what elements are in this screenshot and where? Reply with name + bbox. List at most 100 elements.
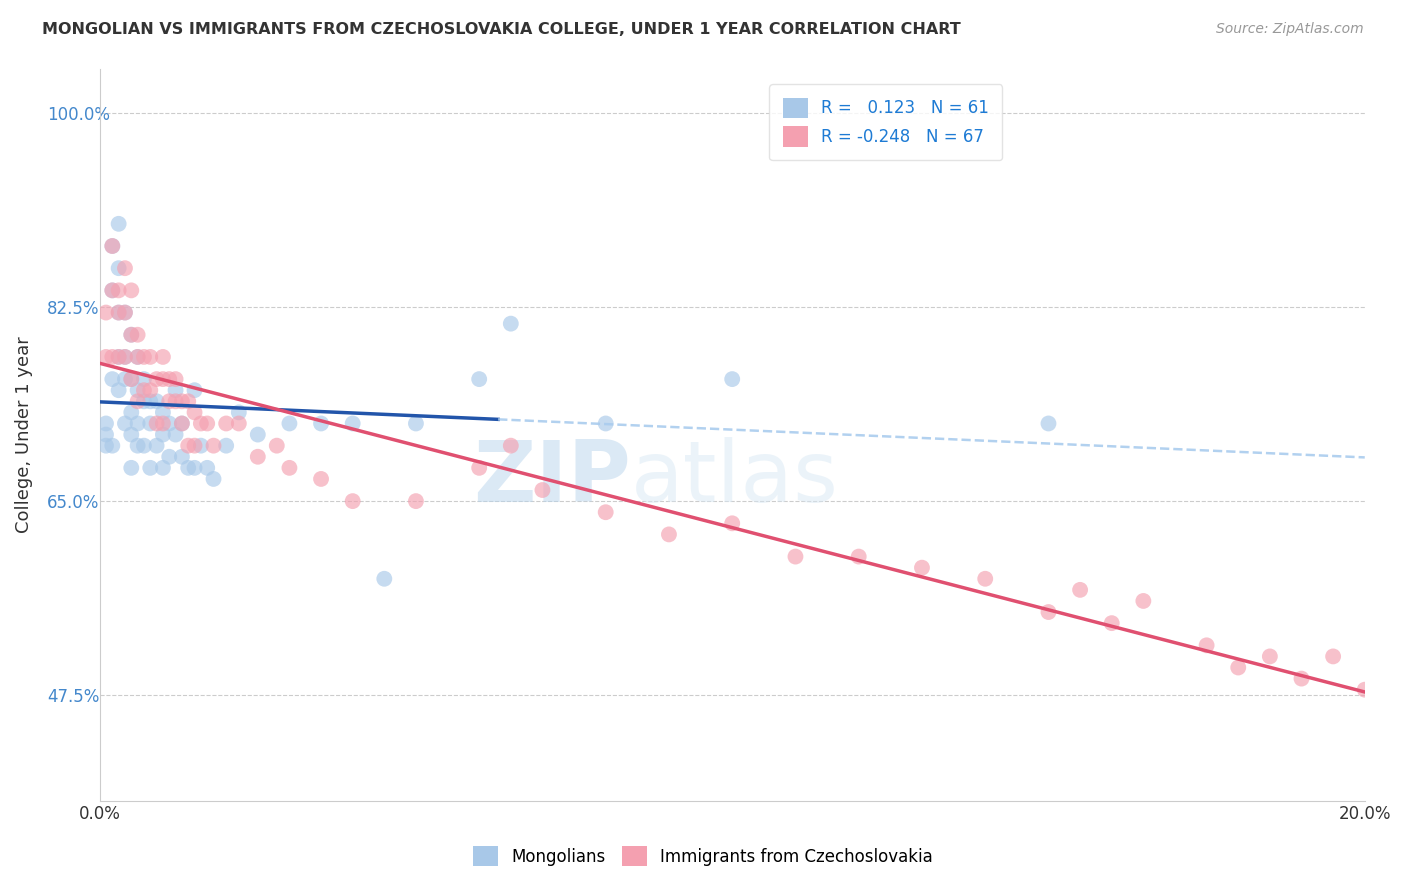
Point [94,439,117,453]
Point [127,439,149,453]
Point [127,350,149,364]
Point [101,372,124,386]
Point [120,327,142,342]
Point [183,383,205,397]
Point [278,460,301,475]
Point [127,350,149,364]
Point [190,439,212,453]
Point [114,417,136,431]
Point [170,417,193,431]
Text: Source: ZipAtlas.com: Source: ZipAtlas.com [1216,22,1364,37]
Legend: R =   0.123   N = 61, R = -0.248   N = 67: R = 0.123 N = 61, R = -0.248 N = 67 [769,84,1002,160]
Point [177,394,200,409]
Point [468,460,491,475]
Point [183,405,205,419]
Point [595,505,617,519]
Point [152,405,174,419]
Point [266,439,288,453]
Point [195,417,218,431]
Point [94,427,117,442]
Point [127,417,149,431]
Point [127,327,149,342]
Point [139,383,162,397]
Point [165,427,187,442]
Point [152,427,174,442]
Point [195,460,218,475]
Point [94,417,117,431]
Point [309,417,332,431]
Point [1132,594,1154,608]
Point [499,317,522,331]
Point [152,372,174,386]
Point [157,372,180,386]
Point [145,439,167,453]
Point [309,472,332,486]
Point [1038,417,1060,431]
Point [152,460,174,475]
Point [405,417,427,431]
Point [170,417,193,431]
Point [177,439,200,453]
Point [114,350,136,364]
Point [107,284,129,298]
Point [127,394,149,409]
Point [1195,638,1218,652]
Point [785,549,807,564]
Y-axis label: College, Under 1 year: College, Under 1 year [15,336,32,533]
Point [145,417,167,431]
Text: ZIP: ZIP [474,437,631,520]
Point [107,217,129,231]
Point [215,439,238,453]
Point [974,572,997,586]
Point [721,516,744,531]
Point [127,383,149,397]
Point [120,284,142,298]
Point [132,372,155,386]
Point [107,305,129,319]
Point [170,450,193,464]
Point [170,394,193,409]
Point [215,417,238,431]
Point [1101,616,1123,631]
Point [132,383,155,397]
Point [165,394,187,409]
Point [911,560,934,574]
Point [101,439,124,453]
Point [246,450,269,464]
Point [139,350,162,364]
Point [132,350,155,364]
Point [101,239,124,253]
Point [114,305,136,319]
Point [120,327,142,342]
Point [145,372,167,386]
Point [721,372,744,386]
Point [342,417,364,431]
Point [139,417,162,431]
Point [94,350,117,364]
Point [499,439,522,453]
Point [132,439,155,453]
Point [190,417,212,431]
Point [120,372,142,386]
Text: atlas: atlas [631,437,839,520]
Point [157,450,180,464]
Point [152,350,174,364]
Point [101,284,124,298]
Point [1038,605,1060,619]
Point [246,427,269,442]
Point [152,417,174,431]
Point [595,417,617,431]
Point [228,405,250,419]
Point [120,427,142,442]
Point [114,372,136,386]
Text: MONGOLIAN VS IMMIGRANTS FROM CZECHOSLOVAKIA COLLEGE, UNDER 1 YEAR CORRELATION CH: MONGOLIAN VS IMMIGRANTS FROM CZECHOSLOVA… [42,22,960,37]
Point [120,460,142,475]
Point [114,350,136,364]
Point [848,549,870,564]
Point [342,494,364,508]
Point [1322,649,1344,664]
Point [107,350,129,364]
Point [1354,682,1376,697]
Point [107,305,129,319]
Point [278,417,301,431]
